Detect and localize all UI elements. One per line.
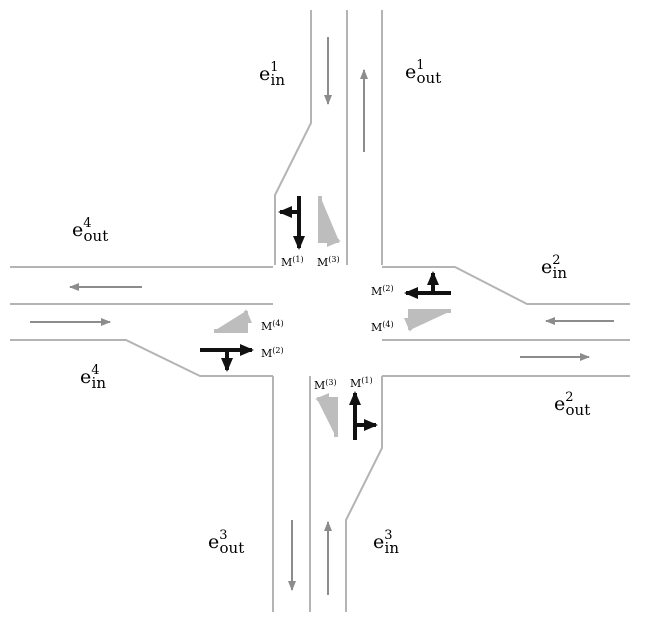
- label-west-m2: M(2): [261, 346, 284, 360]
- label-e4-in: e4 in: [80, 363, 106, 392]
- movement-arrow-south-light: [315, 393, 338, 437]
- label-south-m3: M(3): [314, 378, 337, 392]
- label-e3-out: e3 out: [208, 528, 244, 557]
- west-bottom-edge: [10, 339, 273, 377]
- road-north: [274, 10, 383, 265]
- road-west: [10, 266, 273, 377]
- movement-arrow-south-dark: [349, 391, 378, 440]
- east-light-turn: [404, 309, 451, 332]
- label-east-m2: M(2): [371, 284, 394, 298]
- road-east: [382, 266, 630, 377]
- label-north-m3: M(3): [317, 255, 340, 269]
- label-e1-out: e1 out: [405, 58, 441, 87]
- road-south: [272, 376, 383, 612]
- north-light-turn: [318, 196, 341, 247]
- east-top-edge: [382, 266, 630, 305]
- label-e3-in: e3 in: [373, 528, 399, 557]
- label-e2-out: e2 out: [554, 390, 590, 419]
- south-light-turn: [315, 393, 338, 437]
- movement-arrow-east-dark: [404, 271, 451, 299]
- south-right-edge: [345, 376, 383, 612]
- label-north-m1: M(1): [281, 255, 304, 269]
- label-e2-in: e2 in: [541, 253, 567, 282]
- movement-arrow-west-dark: [200, 344, 254, 372]
- label-south-m1: M(1): [350, 376, 373, 390]
- movement-arrow-north-light: [318, 196, 341, 247]
- north-left-edge: [274, 10, 312, 265]
- movement-arrow-north-dark: [278, 196, 305, 250]
- west-light-turn: [214, 309, 252, 333]
- label-e4-out: e4 out: [72, 216, 108, 245]
- movement-arrow-west-light: [214, 309, 252, 333]
- movement-arrow-east-light: [404, 309, 451, 332]
- label-east-m4: M(4): [371, 320, 394, 334]
- label-west-m4: M(4): [261, 319, 284, 333]
- label-e1-in: e1 in: [259, 60, 285, 89]
